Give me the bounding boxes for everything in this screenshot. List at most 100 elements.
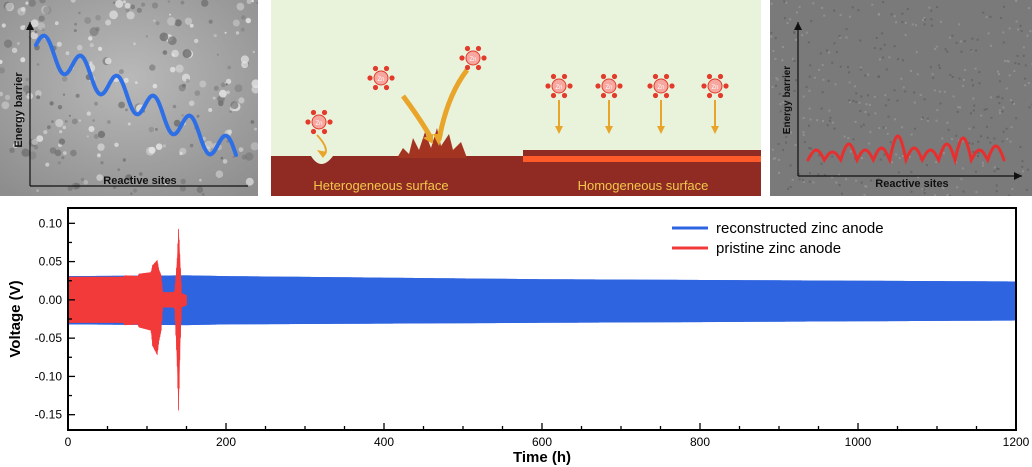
surface-grain xyxy=(963,40,966,43)
surface-grain xyxy=(998,73,1000,76)
surface-grain xyxy=(97,130,106,138)
surface-grain xyxy=(859,68,862,71)
surface-grain xyxy=(236,2,245,11)
surface-grain xyxy=(942,186,945,189)
surface-grain xyxy=(906,8,909,11)
ion-label: Zn xyxy=(605,85,612,91)
surface-grain xyxy=(942,152,945,155)
water-molecule xyxy=(327,119,333,125)
surface-grain xyxy=(172,104,177,109)
ion-label: Zn xyxy=(315,121,322,127)
surface-grain xyxy=(179,185,186,192)
surface-grain xyxy=(222,159,228,164)
surface-grain xyxy=(882,126,885,129)
zinc-ion: Zn xyxy=(701,73,729,99)
surface-grain xyxy=(772,157,775,160)
surface-grain xyxy=(951,34,954,37)
water-molecule xyxy=(663,92,670,99)
surface-grain xyxy=(998,102,1001,105)
surface-grain xyxy=(802,95,805,98)
surface-grain xyxy=(902,59,905,62)
surface-grain xyxy=(838,184,841,187)
surface-grain xyxy=(1006,60,1009,62)
surface-grain xyxy=(189,143,194,148)
water-molecule xyxy=(652,92,659,99)
ion-label: Zn xyxy=(555,85,562,91)
surface-grain xyxy=(926,117,929,120)
surface-grain xyxy=(244,152,254,161)
surface-grain xyxy=(852,99,855,102)
surface-grain xyxy=(1024,84,1027,87)
surface-grain xyxy=(938,90,941,93)
surface-grain xyxy=(873,95,876,98)
surface-grain xyxy=(794,144,797,147)
surface-grain xyxy=(820,107,823,110)
surface-grain xyxy=(93,134,99,139)
surface-grain xyxy=(127,122,131,126)
ion-core xyxy=(465,50,481,66)
water-molecule xyxy=(545,83,551,89)
y-tick-label: 0.00 xyxy=(39,293,63,307)
surface-grain xyxy=(884,104,887,107)
surface-grain xyxy=(1015,0,1018,2)
surface-grain xyxy=(164,182,168,186)
x-tick-label: 1200 xyxy=(1003,435,1030,449)
surface-grain xyxy=(990,116,993,119)
surface-grain xyxy=(884,127,887,129)
surface-grain xyxy=(96,174,104,182)
surface-grain xyxy=(874,112,877,115)
surface-grain xyxy=(805,86,808,89)
surface-grain xyxy=(21,148,30,157)
surface-grain xyxy=(881,32,884,35)
surface-grain xyxy=(936,6,939,9)
surface-grain xyxy=(1028,106,1031,109)
x-tick-label: 600 xyxy=(532,435,552,449)
surface-grain xyxy=(235,31,240,35)
surface-grain xyxy=(199,80,207,88)
surface-grain xyxy=(868,142,871,145)
surface-grain xyxy=(833,9,836,12)
surface-grain xyxy=(860,125,863,128)
surface-grain xyxy=(149,64,156,71)
surface-grain xyxy=(173,119,181,127)
surface-grain xyxy=(987,32,990,35)
surface-grain xyxy=(930,9,933,12)
surface-grain xyxy=(182,49,192,59)
surface-grain xyxy=(972,109,975,112)
surface-grain xyxy=(971,79,973,82)
surface-grain xyxy=(4,94,11,100)
surface-grain xyxy=(30,19,39,28)
surface-grain xyxy=(961,167,964,170)
surface-grain xyxy=(104,57,112,65)
surface-grain xyxy=(115,0,124,8)
surface-grain xyxy=(949,195,952,196)
surface-grain xyxy=(25,77,29,82)
surface-grain xyxy=(73,29,77,33)
surface-grain xyxy=(1022,170,1025,173)
surface-grain xyxy=(41,27,45,31)
surface-grain xyxy=(1021,160,1024,163)
surface-grain xyxy=(882,1,885,4)
surface-grain xyxy=(927,184,930,187)
surface-grain xyxy=(938,64,940,67)
surface-grain xyxy=(973,104,976,107)
surface-grain xyxy=(92,119,95,122)
surface-grain xyxy=(901,12,904,15)
surface-grain xyxy=(879,158,882,161)
water-molecule xyxy=(663,73,670,80)
zinc-ion: Zn xyxy=(367,65,395,91)
homogeneous-sem-figure: Energy barrier Reactive sites xyxy=(770,0,1032,196)
legend-label: reconstructed zinc anode xyxy=(716,220,884,237)
series-1 xyxy=(67,275,1017,326)
schematic-figure: Heterogeneous surface Homogeneous surfac… xyxy=(271,0,761,196)
surface-grain xyxy=(955,134,958,137)
surface-grain xyxy=(169,13,171,16)
surface-grain xyxy=(887,98,890,101)
surface-grain xyxy=(962,84,965,87)
surface-grain xyxy=(858,101,861,104)
surface-grain xyxy=(845,28,848,31)
surface-grain xyxy=(125,8,130,13)
surface-grain xyxy=(978,82,981,85)
surface-grain xyxy=(908,155,911,158)
water-molecule xyxy=(372,65,379,72)
